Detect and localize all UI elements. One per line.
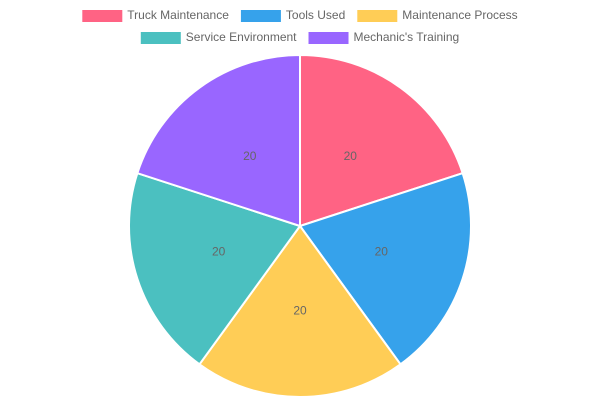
slice-label: 20 xyxy=(375,245,389,259)
legend-label: Service Environment xyxy=(186,30,297,44)
legend-label: Mechanic's Training xyxy=(354,30,460,44)
legend-item: Service Environment xyxy=(140,30,297,44)
slice-label: 20 xyxy=(243,149,257,163)
legend-swatch xyxy=(357,10,398,22)
slice-label: 20 xyxy=(212,245,226,259)
legend-item: Mechanic's Training xyxy=(308,30,460,44)
legend-label: Maintenance Process xyxy=(402,8,517,22)
pie-slice xyxy=(128,171,302,366)
legend-item: Truck Maintenance xyxy=(82,8,229,22)
legend-swatch xyxy=(308,32,349,44)
legend-item: Tools Used xyxy=(240,8,345,22)
pie-slice xyxy=(299,53,464,228)
legend-swatch xyxy=(140,32,181,44)
legend-label: Truck Maintenance xyxy=(127,8,229,22)
legend-label: Tools Used xyxy=(286,8,345,22)
slice-label: 20 xyxy=(293,304,307,318)
slice-label: 20 xyxy=(344,149,358,163)
legend-item: Maintenance Process xyxy=(357,8,518,22)
legend-swatch xyxy=(240,10,281,22)
pie-slice xyxy=(198,224,402,398)
pie-slice xyxy=(136,53,301,228)
legend-swatch xyxy=(82,10,123,22)
pie-slice xyxy=(298,171,472,366)
